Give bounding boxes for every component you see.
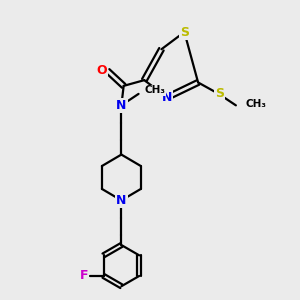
Text: N: N <box>116 99 127 112</box>
Text: O: O <box>97 64 107 77</box>
Text: N: N <box>116 194 127 207</box>
Text: CH₃: CH₃ <box>245 99 266 109</box>
Text: CH₃: CH₃ <box>144 85 165 95</box>
Text: F: F <box>80 269 88 283</box>
Text: S: S <box>215 87 224 101</box>
Text: S: S <box>180 26 189 39</box>
Text: N: N <box>162 91 172 104</box>
